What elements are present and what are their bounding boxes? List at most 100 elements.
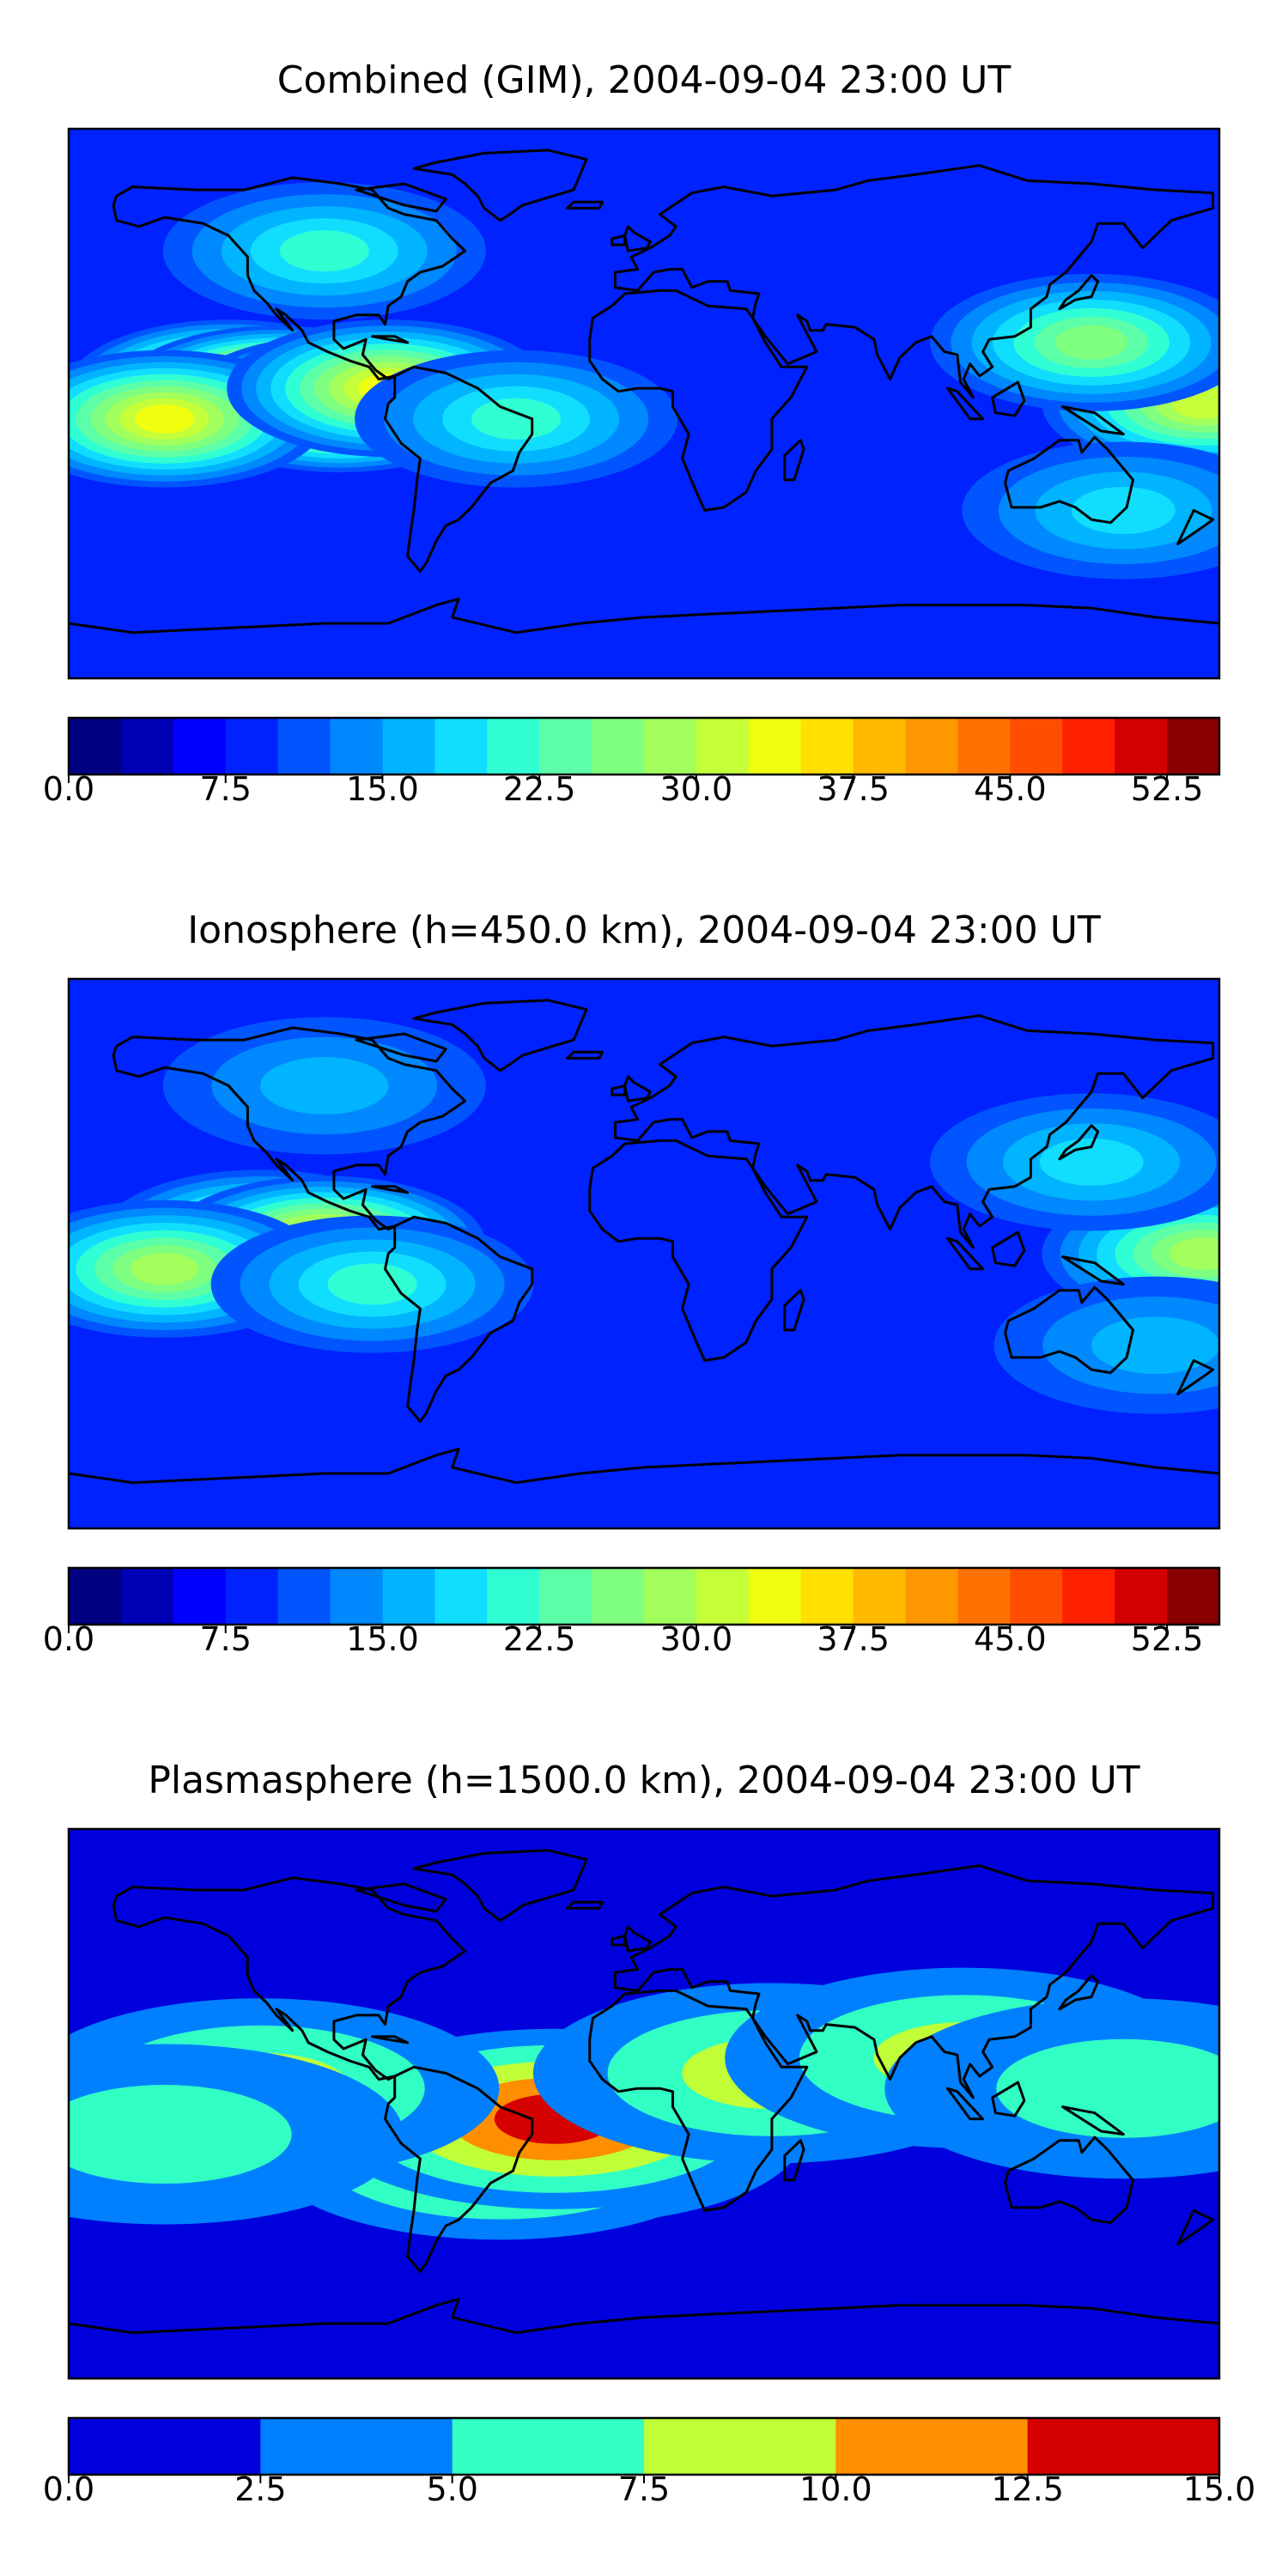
colorbar: 0.0 2.5 5.0 7.5 10.0 12.5 15.0 bbox=[43, 2416, 1256, 2508]
coastline bbox=[112, 176, 467, 381]
coastline bbox=[1004, 1285, 1134, 1375]
map-frame bbox=[67, 1827, 1221, 2380]
colorbar-segment bbox=[173, 1568, 227, 1625]
coastline bbox=[588, 1139, 809, 1362]
contour-level bbox=[260, 1057, 389, 1115]
colorbar-segment bbox=[330, 1568, 384, 1625]
coastline bbox=[384, 1215, 534, 1424]
colorbar-segment bbox=[539, 1568, 592, 1625]
map-area bbox=[67, 127, 1221, 680]
coastline bbox=[991, 1230, 1026, 1267]
colorbar-segment bbox=[225, 1568, 279, 1625]
colorbar-segment bbox=[1167, 718, 1220, 775]
coastline bbox=[783, 2139, 805, 2182]
coastline bbox=[69, 2298, 1219, 2335]
coastlines bbox=[69, 999, 1219, 1485]
colorbar-segment bbox=[69, 1568, 122, 1625]
colorbar-segment bbox=[905, 1568, 959, 1625]
colorbar-segment bbox=[382, 1568, 435, 1625]
coastline bbox=[384, 365, 534, 574]
map-title: Combined (GIM), 2004-09-04 23:00 UT bbox=[277, 58, 1012, 102]
colorbar-tick-label: 30.0 bbox=[660, 1620, 733, 1658]
coastline bbox=[566, 1050, 605, 1060]
contour-level bbox=[131, 1253, 198, 1285]
coastline bbox=[355, 182, 447, 213]
colorbar-segment bbox=[434, 718, 488, 775]
coastline bbox=[946, 386, 985, 421]
colorbar-tick-label: 5.0 bbox=[426, 2470, 477, 2508]
coastlines bbox=[69, 149, 1219, 635]
coastline bbox=[1176, 2208, 1215, 2246]
contour-feature bbox=[930, 1093, 1219, 1231]
contour-level bbox=[996, 2038, 1219, 2138]
colorbar-segment bbox=[696, 718, 750, 775]
coastline bbox=[991, 380, 1026, 417]
coastline bbox=[611, 234, 627, 246]
colorbar-segment bbox=[539, 718, 592, 775]
coastline bbox=[588, 289, 809, 512]
colorbar-tick-label: 7.5 bbox=[200, 1620, 252, 1658]
colorbar-tick-label: 0.0 bbox=[43, 2470, 94, 2508]
contour-level bbox=[327, 1263, 417, 1305]
coastline bbox=[371, 335, 410, 344]
colorbar-tick-label: 2.5 bbox=[234, 2470, 286, 2508]
colorbar-segment bbox=[452, 2418, 645, 2475]
colorbar-segment bbox=[1167, 1568, 1220, 1625]
colorbar-segment bbox=[434, 1568, 488, 1625]
map-title: Ionosphere (h=450.0 km), 2004-09-04 23:0… bbox=[187, 908, 1101, 952]
colorbar-segment bbox=[1115, 718, 1168, 775]
colorbar-segment bbox=[120, 718, 174, 775]
coastline bbox=[371, 1185, 410, 1194]
colorbar-tick-label: 10.0 bbox=[799, 2470, 872, 2508]
colorbar-segment bbox=[487, 1568, 540, 1625]
colorbar-segment bbox=[1115, 1568, 1168, 1625]
coastline bbox=[1176, 508, 1215, 546]
map-frame bbox=[67, 977, 1221, 1530]
coastline bbox=[112, 1026, 467, 1231]
coastline bbox=[1061, 1255, 1125, 1286]
panel-combined: Combined (GIM), 2004-09-04 23:00 UT 0.0 7… bbox=[43, 58, 1221, 808]
coastline bbox=[371, 2035, 410, 2044]
colorbar-segment bbox=[1062, 718, 1115, 775]
contour-feature bbox=[355, 349, 678, 488]
colorbar-tick-label: 15.0 bbox=[346, 1620, 419, 1658]
contour-level bbox=[471, 398, 562, 440]
colorbar-tick-label: 52.5 bbox=[1131, 1620, 1204, 1658]
colorbar-tick-label: 12.5 bbox=[991, 2470, 1064, 2508]
coastlines bbox=[69, 1849, 1219, 2335]
colorbar: 0.0 7.5 15.0 22.5 30.0 37.5 45.0 52.5 bbox=[43, 1566, 1221, 1658]
colorbar-tick-label: 0.0 bbox=[43, 770, 94, 808]
colorbar-segment bbox=[957, 718, 1011, 775]
colorbar-tick-label: 0.0 bbox=[43, 1620, 94, 1658]
colorbar-segment bbox=[225, 718, 279, 775]
colorbar-segment bbox=[382, 718, 435, 775]
coastline bbox=[1061, 405, 1125, 436]
colorbar-segment bbox=[1010, 718, 1063, 775]
coastline bbox=[588, 1989, 809, 2212]
colorbar-segment bbox=[957, 1568, 1011, 1625]
colorbar-segment bbox=[748, 1568, 802, 1625]
colorbar-frame bbox=[67, 716, 1221, 776]
colorbar-segment bbox=[69, 718, 122, 775]
coastline bbox=[412, 149, 588, 222]
coastline bbox=[566, 1900, 605, 1910]
contour-level bbox=[1091, 1316, 1219, 1374]
coastline bbox=[1058, 1124, 1100, 1161]
colorbar-segment bbox=[853, 718, 907, 775]
coastline bbox=[1004, 435, 1134, 525]
map-title: Plasmasphere (h=1500.0 km), 2004-09-04 2… bbox=[148, 1759, 1139, 1802]
colorbar-segment bbox=[173, 718, 227, 775]
colorbar-tick-label: 37.5 bbox=[817, 770, 890, 808]
map-frame bbox=[67, 127, 1221, 680]
colorbar-segment bbox=[800, 718, 854, 775]
contour-feature bbox=[162, 182, 486, 320]
coastline bbox=[611, 1084, 627, 1097]
coastline bbox=[946, 1236, 985, 1271]
coastline bbox=[112, 1876, 467, 2081]
colorbar-segment bbox=[696, 1568, 750, 1625]
colorbar-tick-label: 7.5 bbox=[200, 770, 252, 808]
colorbar-tick-label: 15.0 bbox=[1183, 2470, 1256, 2508]
colorbar-segment bbox=[277, 1568, 331, 1625]
map-area bbox=[67, 977, 1221, 1530]
